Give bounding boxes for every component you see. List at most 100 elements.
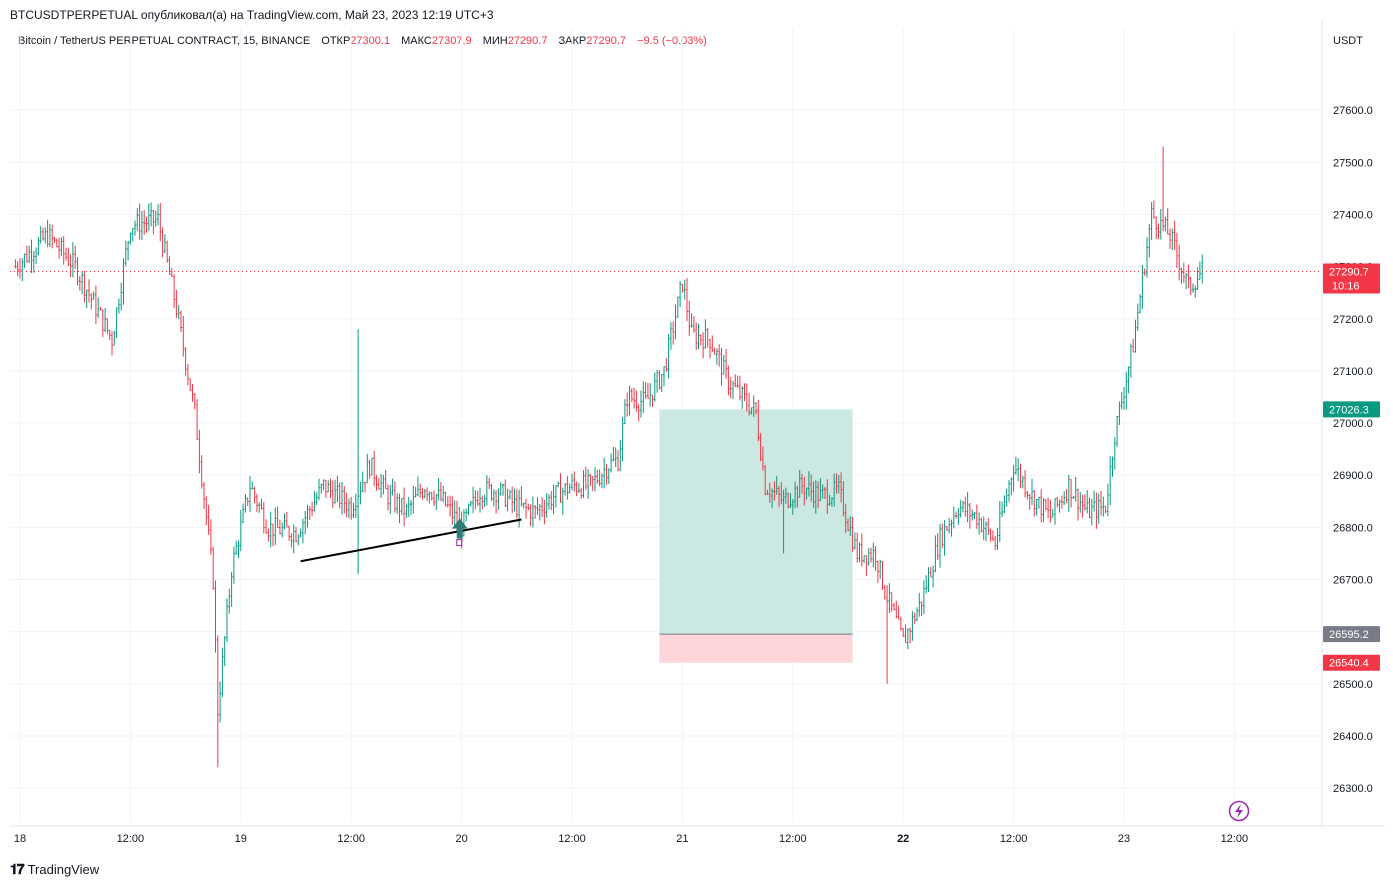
candle xyxy=(1065,489,1068,503)
candle xyxy=(814,480,817,514)
candle xyxy=(964,496,967,517)
candle xyxy=(872,542,875,568)
candle xyxy=(552,484,555,515)
long-position-tool[interactable] xyxy=(659,409,853,663)
candle xyxy=(681,283,684,293)
candlestick-series[interactable] xyxy=(14,146,1204,768)
target-zone[interactable] xyxy=(659,409,853,635)
candle xyxy=(44,227,47,244)
candle xyxy=(835,473,838,494)
candle xyxy=(1143,268,1146,276)
candle xyxy=(426,487,429,501)
candle xyxy=(184,347,187,376)
candle xyxy=(674,304,677,340)
instrument-name[interactable]: Bitcoin / TetherUS PERPETUAL CONTRACT, 1… xyxy=(18,35,311,47)
candle xyxy=(495,490,498,514)
candle xyxy=(573,471,576,492)
candle xyxy=(640,390,642,418)
candle xyxy=(927,567,930,593)
trendline[interactable] xyxy=(300,518,522,563)
candle xyxy=(1031,478,1033,505)
candle xyxy=(37,237,40,256)
candle xyxy=(497,488,500,510)
candle xyxy=(603,457,606,489)
candle xyxy=(531,496,534,528)
candle xyxy=(706,327,709,348)
candle xyxy=(145,216,148,233)
candle xyxy=(718,344,721,367)
high-label: МАКС xyxy=(401,35,432,47)
candle xyxy=(67,247,70,266)
candle xyxy=(1120,392,1123,410)
candle xyxy=(30,239,33,273)
tradingview-logo[interactable]: 𝟏𝟕 TradingView xyxy=(10,861,99,878)
candle xyxy=(810,474,813,502)
time-axis[interactable]: 18 12:00 19 12:00 20 12:00 21 12:00 22 12:00 23 12:… xyxy=(14,833,1248,845)
candle xyxy=(860,533,863,567)
candle xyxy=(361,471,364,493)
candle xyxy=(193,393,196,410)
candle xyxy=(354,493,357,518)
lightning-icon[interactable] xyxy=(1228,800,1250,822)
drawings[interactable] xyxy=(300,518,522,563)
candle xyxy=(433,490,435,507)
candle xyxy=(387,484,389,511)
candle xyxy=(658,370,661,390)
candle xyxy=(828,494,831,506)
candle xyxy=(1139,294,1142,314)
candle xyxy=(1150,202,1153,241)
candle xyxy=(966,492,969,523)
candle xyxy=(821,484,824,499)
candle xyxy=(251,481,254,490)
candle xyxy=(269,511,272,548)
up-arrow-icon[interactable] xyxy=(451,518,468,547)
candle xyxy=(561,487,564,515)
candle xyxy=(520,486,523,507)
candle xyxy=(331,480,334,509)
candle xyxy=(1196,267,1199,291)
candle xyxy=(541,497,544,518)
time-tick-label: 12:00 xyxy=(1000,833,1028,845)
candle xyxy=(596,469,599,484)
candle xyxy=(1159,208,1162,240)
candle xyxy=(1051,508,1054,518)
candle xyxy=(1109,456,1112,506)
candle xyxy=(1008,480,1010,502)
candle xyxy=(998,500,1001,543)
candle xyxy=(1088,497,1091,519)
candle xyxy=(60,237,63,256)
candle xyxy=(527,503,530,511)
candle xyxy=(203,482,205,509)
candle xyxy=(734,374,737,388)
candle xyxy=(214,580,217,653)
candle xyxy=(1005,488,1008,507)
candle xyxy=(1129,343,1132,378)
candle xyxy=(246,497,249,506)
candle xyxy=(449,495,452,517)
candle xyxy=(92,291,95,300)
candle xyxy=(396,493,399,514)
candle xyxy=(683,279,686,300)
candle xyxy=(1127,366,1130,394)
candle xyxy=(628,385,631,416)
candle xyxy=(278,519,281,535)
candle xyxy=(421,488,424,500)
candle xyxy=(725,349,728,379)
candle xyxy=(1132,338,1135,353)
candle xyxy=(290,533,293,548)
candle xyxy=(702,332,705,359)
stop-zone[interactable] xyxy=(659,634,853,663)
candle xyxy=(1111,456,1114,477)
candle xyxy=(136,208,139,231)
candle xyxy=(1072,495,1075,499)
candle xyxy=(276,506,279,529)
candle xyxy=(755,402,757,415)
time-tick-label: 20 xyxy=(455,833,467,845)
candle xyxy=(1040,489,1043,523)
candle xyxy=(633,387,636,409)
candle xyxy=(612,446,615,462)
candle xyxy=(1012,465,1015,492)
candle xyxy=(58,237,61,259)
candle xyxy=(393,481,396,513)
